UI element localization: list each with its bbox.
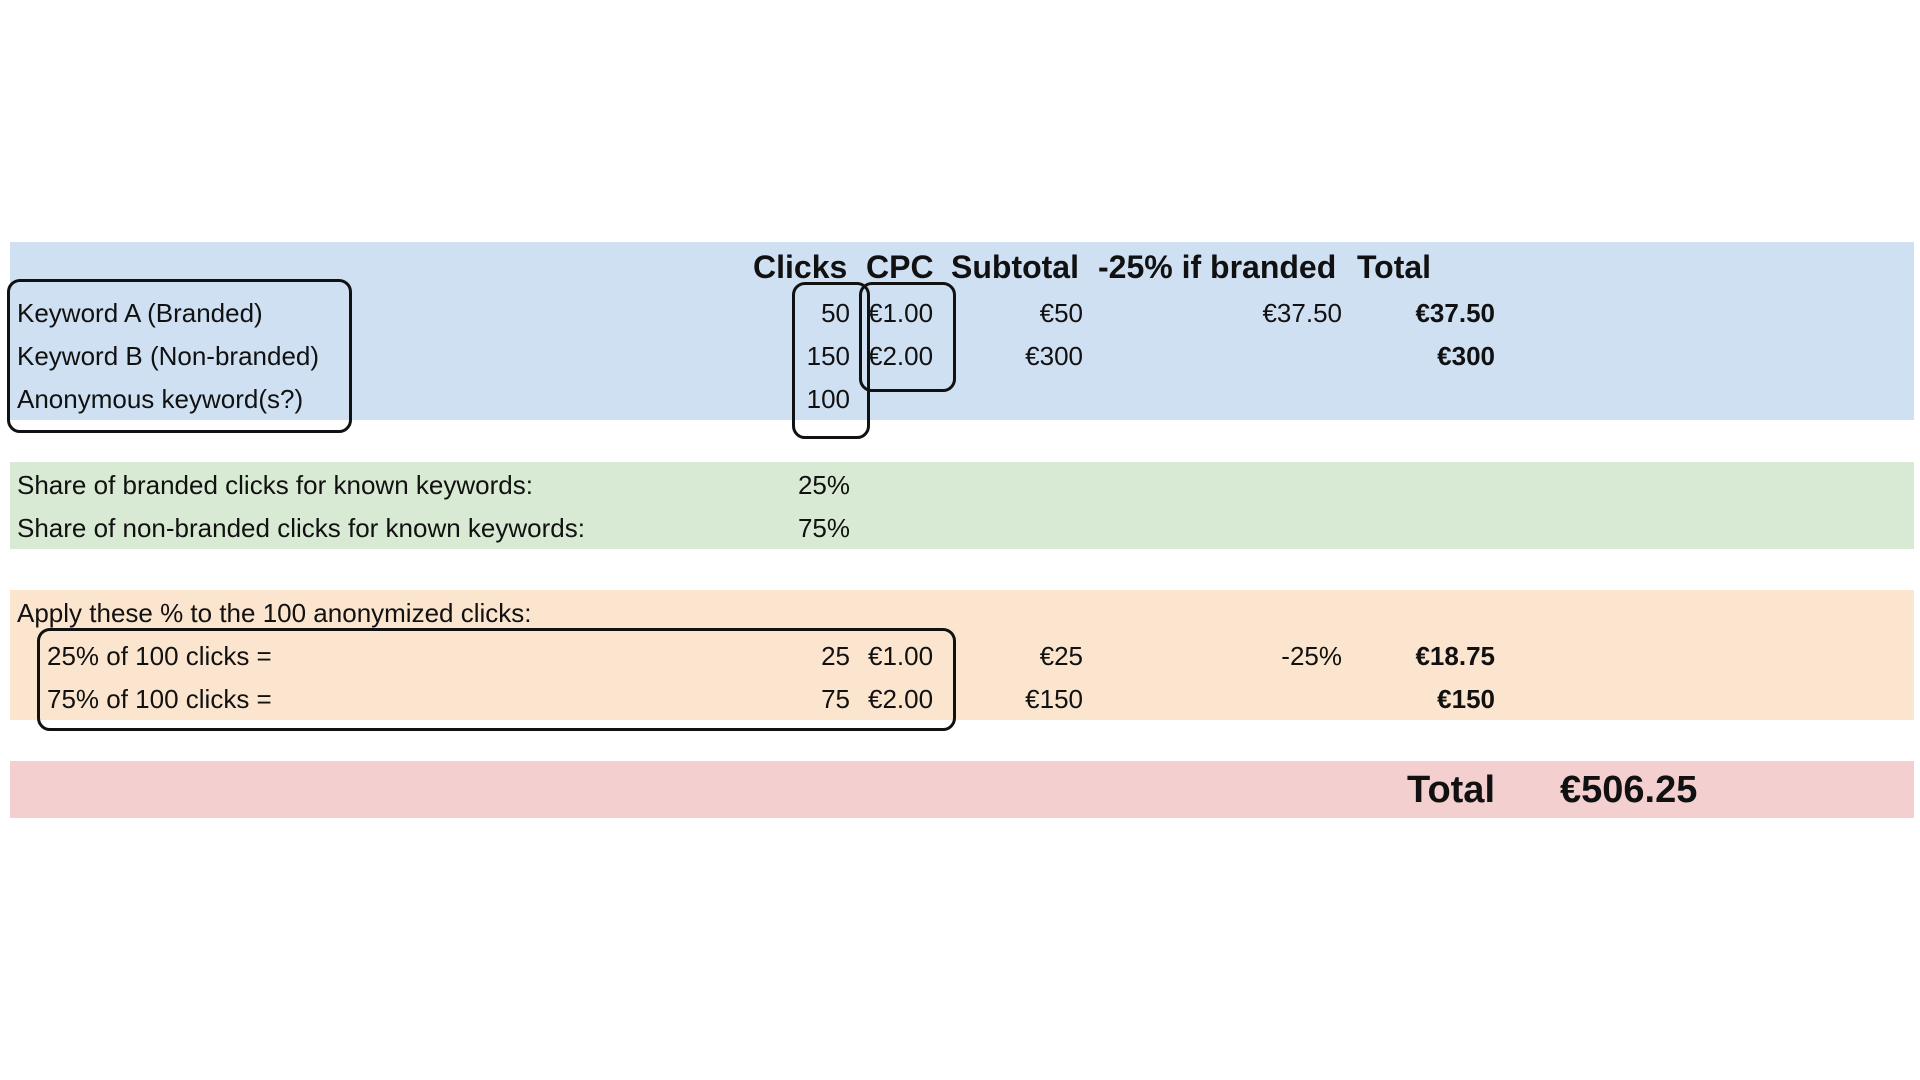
anonymous-keyword-label: Anonymous keyword(s?) xyxy=(17,384,304,414)
grand-total-label: Total xyxy=(1407,769,1495,811)
header-subtotal: Subtotal xyxy=(951,249,1079,285)
keyword-b-clicks: 150 xyxy=(806,341,850,371)
keyword-b-total: €300 xyxy=(1437,341,1495,371)
apply-row-non-branded-clicks: 75 xyxy=(821,684,850,714)
apply-row-branded-cpc: €1.00 xyxy=(868,641,934,671)
shares-band xyxy=(10,462,1914,549)
keyword-b-label: Keyword B (Non-branded) xyxy=(17,341,320,371)
anonymous-keyword-clicks: 100 xyxy=(806,384,850,414)
clicks-column-outline xyxy=(792,282,870,439)
grand-total-value: €506.25 xyxy=(1560,769,1698,811)
apply-band xyxy=(10,590,1914,720)
keyword-a-label: Keyword A (Branded) xyxy=(17,298,263,328)
total-band xyxy=(10,761,1914,818)
branded-share-label: Share of branded clicks for known keywor… xyxy=(17,470,533,500)
keyword-a-subtotal: €50 xyxy=(1039,298,1083,328)
apply-row-non-branded-total: €150 xyxy=(1437,684,1495,714)
keyword-a-total: €37.50 xyxy=(1415,298,1495,328)
apply-row-branded-subtotal: €25 xyxy=(1039,641,1083,671)
keyword-b-subtotal: €300 xyxy=(1025,341,1083,371)
apply-row-branded-label: 25% of 100 clicks = xyxy=(47,641,272,671)
apply-row-branded-clicks: 25 xyxy=(821,641,850,671)
apply-row-branded-discount: -25% xyxy=(1281,641,1342,671)
non-branded-share-label: Share of non-branded clicks for known ke… xyxy=(17,513,585,543)
apply-row-non-branded-label: 75% of 100 clicks = xyxy=(47,684,272,714)
keyword-a-discount: €37.50 xyxy=(1262,298,1342,328)
cpc-column-outline xyxy=(859,282,956,392)
header-cpc: CPC xyxy=(866,249,934,285)
keyword-a-cpc: €1.00 xyxy=(868,298,934,328)
keywords-band xyxy=(10,242,1914,420)
apply-row-non-branded-subtotal: €150 xyxy=(1025,684,1083,714)
header-total: Total xyxy=(1357,249,1432,285)
apply-title: Apply these % to the 100 anonymized clic… xyxy=(17,598,532,628)
keywords-label-outline xyxy=(7,279,352,433)
apply-rows-outline xyxy=(37,628,956,731)
keyword-b-cpc: €2.00 xyxy=(868,341,934,371)
branded-share-value: 25% xyxy=(797,470,850,500)
header-clicks: Clicks xyxy=(753,249,848,285)
apply-row-branded-total: €18.75 xyxy=(1415,641,1495,671)
header-discount: -25% if branded xyxy=(1098,249,1337,285)
apply-row-non-branded-cpc: €2.00 xyxy=(868,684,934,714)
keyword-a-clicks: 50 xyxy=(821,298,850,328)
non-branded-share-value: 75% xyxy=(797,513,850,543)
